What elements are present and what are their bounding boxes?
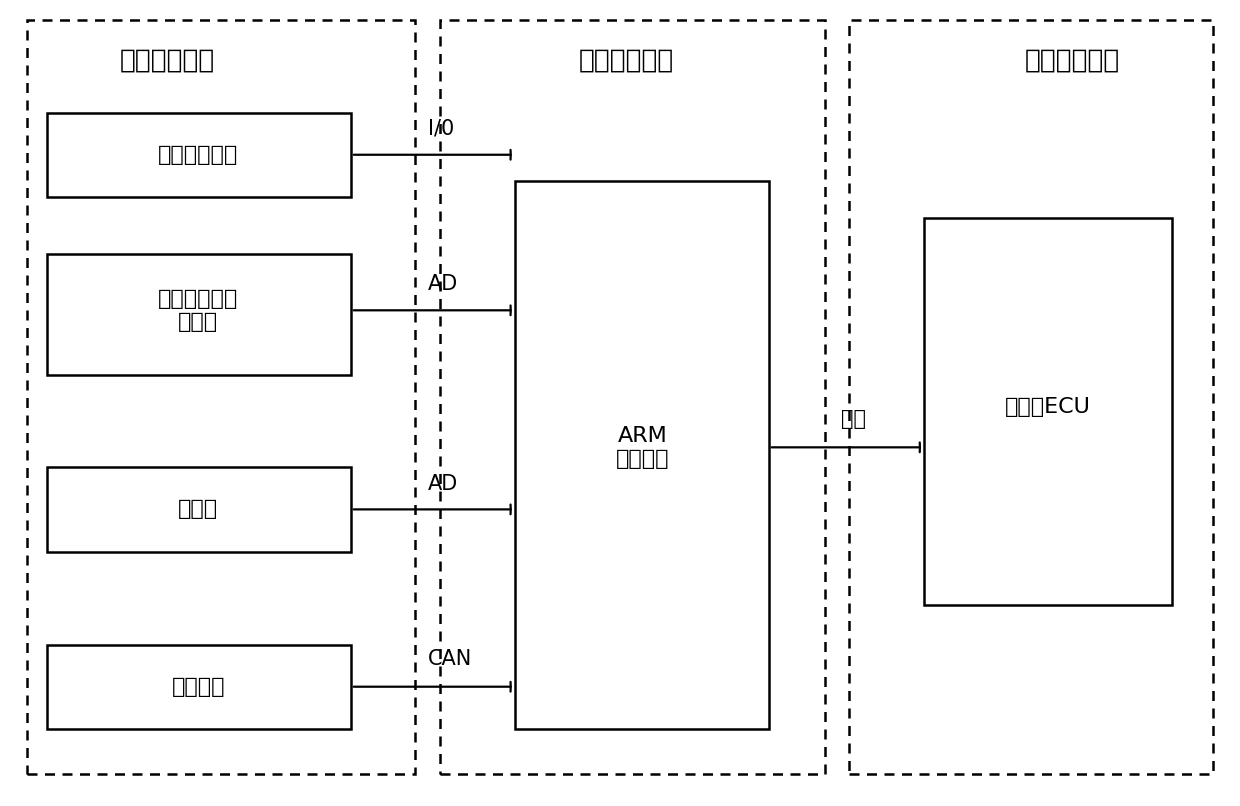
Bar bbox=[924, 218, 1172, 604]
Text: 电源管理模块: 电源管理模块 bbox=[159, 145, 238, 164]
Text: 指令: 指令 bbox=[841, 409, 866, 429]
Bar bbox=[515, 181, 769, 729]
Text: 车速信号: 车速信号 bbox=[171, 677, 226, 696]
Text: 动作控制单元: 动作控制单元 bbox=[1025, 48, 1120, 73]
Text: 油门踏板转角
传感器: 油门踏板转角 传感器 bbox=[159, 289, 238, 332]
Text: I/0: I/0 bbox=[428, 119, 454, 139]
Text: 信号采集模块: 信号采集模块 bbox=[120, 48, 215, 73]
Bar bbox=[27, 20, 415, 774]
Bar bbox=[47, 113, 351, 197]
Text: AD: AD bbox=[428, 274, 458, 293]
Bar bbox=[47, 645, 351, 729]
Bar bbox=[47, 254, 351, 375]
Bar bbox=[47, 467, 351, 552]
Text: 信号处理模块: 信号处理模块 bbox=[579, 48, 673, 73]
Text: AD: AD bbox=[428, 474, 458, 493]
Text: 发动机ECU: 发动机ECU bbox=[1004, 397, 1091, 417]
Text: 计时器: 计时器 bbox=[179, 500, 218, 519]
Text: ARM
微处理器: ARM 微处理器 bbox=[615, 426, 670, 469]
Text: CAN: CAN bbox=[428, 650, 472, 669]
Bar bbox=[849, 20, 1213, 774]
Bar bbox=[440, 20, 825, 774]
